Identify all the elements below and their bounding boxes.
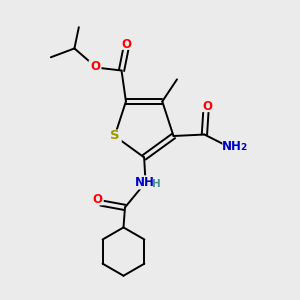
FancyBboxPatch shape [135, 175, 159, 190]
Text: S: S [110, 130, 119, 142]
Text: H: H [152, 178, 161, 189]
Text: 2: 2 [240, 143, 246, 152]
Text: O: O [121, 38, 131, 50]
Text: O: O [202, 100, 212, 113]
FancyBboxPatch shape [222, 139, 247, 153]
Text: NH: NH [135, 176, 155, 190]
FancyBboxPatch shape [119, 38, 132, 50]
Text: NH: NH [222, 140, 242, 153]
FancyBboxPatch shape [88, 60, 101, 72]
Text: O: O [90, 60, 100, 73]
FancyBboxPatch shape [201, 100, 214, 112]
Text: O: O [92, 193, 102, 206]
FancyBboxPatch shape [108, 130, 122, 142]
FancyBboxPatch shape [91, 194, 104, 206]
